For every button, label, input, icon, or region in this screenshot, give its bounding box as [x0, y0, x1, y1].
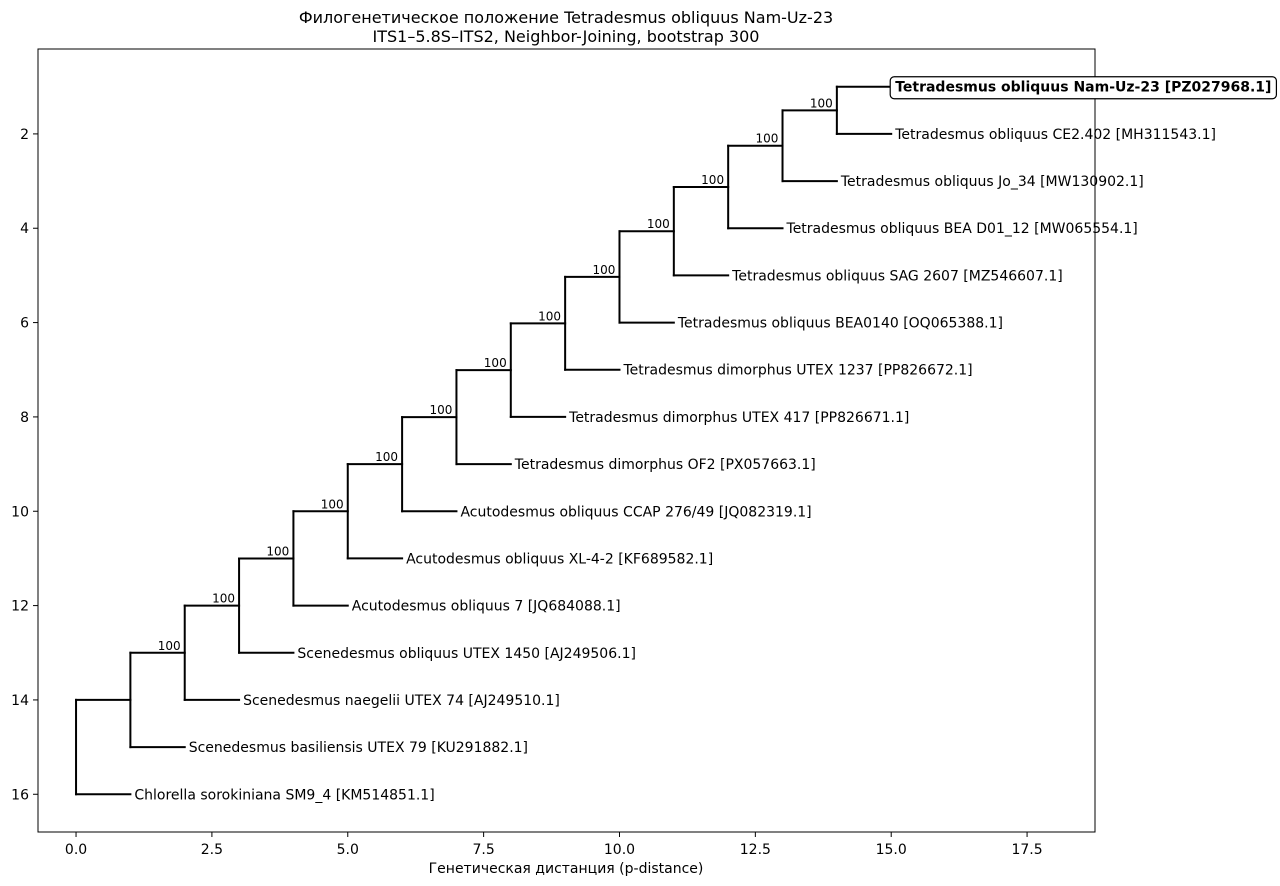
- y-tick-label-5: 12: [11, 599, 29, 615]
- y-tick-label-2: 6: [20, 316, 29, 332]
- leaf-label-6: Tetradesmus dimorphus UTEX 1237 [PP82667…: [622, 363, 972, 379]
- y-tick-label-0: 2: [20, 127, 29, 143]
- leaf-label-0: Tetradesmus obliquus Nam-Uz-23 [PZ027968…: [895, 80, 1271, 96]
- x-tick-label-1: 2.5: [201, 842, 223, 858]
- bootstrap-value-2: 100: [701, 173, 724, 187]
- y-tick-label-7: 16: [11, 787, 29, 803]
- x-axis: 0.0 2.5 5.0 7.5 10.0 12.5 15.0 17.5: [65, 832, 1043, 858]
- x-tick-label-5: 12.5: [740, 842, 771, 858]
- leaf-label-13: Scenedesmus naegelii UTEX 74 [AJ249510.1…: [243, 693, 560, 709]
- leaf-label-12: Scenedesmus obliquus UTEX 1450 [AJ249506…: [297, 646, 636, 662]
- leaf-label-3: Tetradesmus obliquus BEA D01_12 [MW06555…: [786, 221, 1138, 237]
- bootstrap-value-9: 100: [321, 497, 344, 511]
- leaf-label-1: Tetradesmus obliquus CE2.402 [MH311543.1…: [894, 127, 1216, 143]
- leaf-label-9: Acutodesmus obliquus CCAP 276/49 [JQ0823…: [460, 504, 811, 520]
- bootstrap-value-6: 100: [484, 356, 507, 370]
- y-tick-label-6: 14: [11, 693, 29, 709]
- leaf-label-11: Acutodesmus obliquus 7 [JQ684088.1]: [352, 599, 621, 615]
- y-tick-label-3: 8: [20, 410, 29, 426]
- leaf-label-14: Scenedesmus basiliensis UTEX 79 [KU29188…: [189, 740, 528, 756]
- bootstrap-value-10: 100: [266, 544, 289, 558]
- leaf-label-5: Tetradesmus obliquus BEA0140 [OQ065388.1…: [677, 316, 1003, 332]
- x-tick-label-6: 15.0: [876, 842, 907, 858]
- x-tick-label-7: 17.5: [1011, 842, 1042, 858]
- x-tick-label-3: 7.5: [472, 842, 494, 858]
- leaf-label-10: Acutodesmus obliquus XL-4-2 [KF689582.1]: [406, 551, 713, 567]
- chart-title: Филогенетическое положение Tetradesmus o…: [299, 8, 833, 27]
- leaf-labels: Tetradesmus obliquus Nam-Uz-23 [PZ027968…: [134, 76, 1278, 803]
- y-axis: 2 4 6 8 10 12 14 16: [11, 127, 38, 803]
- x-axis-label: Генетическая дистанция (p-distance): [429, 861, 704, 877]
- bootstrap-value-0: 100: [810, 96, 833, 110]
- tree-branches: [75, 85, 893, 796]
- plot-area-frame: [37, 48, 1096, 833]
- chart-subtitle: ITS1–5.8S–ITS2, Neighbor-Joining, bootst…: [373, 27, 760, 46]
- highlight-box: [889, 76, 1278, 100]
- x-tick-label-0: 0.0: [65, 842, 87, 858]
- leaf-label-8: Tetradesmus dimorphus OF2 [PX057663.1]: [514, 457, 816, 473]
- bootstrap-value-11: 100: [212, 592, 235, 606]
- x-tick-label-2: 5.0: [337, 842, 359, 858]
- leaf-label-15: Chlorella sorokiniana SM9_4 [KM514851.1]: [134, 787, 434, 803]
- bootstrap-value-8: 100: [375, 450, 398, 464]
- bootstrap-value-5: 100: [538, 309, 561, 323]
- y-tick-label-4: 10: [11, 504, 29, 520]
- leaf-label-7: Tetradesmus dimorphus UTEX 417 [PP826671…: [568, 410, 909, 426]
- bootstrap-value-1: 100: [756, 132, 779, 146]
- leaf-label-4: Tetradesmus obliquus SAG 2607 [MZ546607.…: [731, 268, 1063, 284]
- bootstrap-value-4: 100: [592, 263, 615, 277]
- bootstrap-value-7: 100: [429, 403, 452, 417]
- leaf-label-2: Tetradesmus obliquus Jo_34 [MW130902.1]: [840, 174, 1144, 190]
- y-tick-label-1: 4: [20, 221, 29, 237]
- bootstrap-value-12: 100: [158, 639, 181, 653]
- bootstrap-support-labels: 100 100 100 100 100 100 100 100 100 100 100 100 100: [158, 96, 833, 652]
- x-tick-label-4: 10.0: [604, 842, 635, 858]
- bootstrap-value-3: 100: [647, 217, 670, 231]
